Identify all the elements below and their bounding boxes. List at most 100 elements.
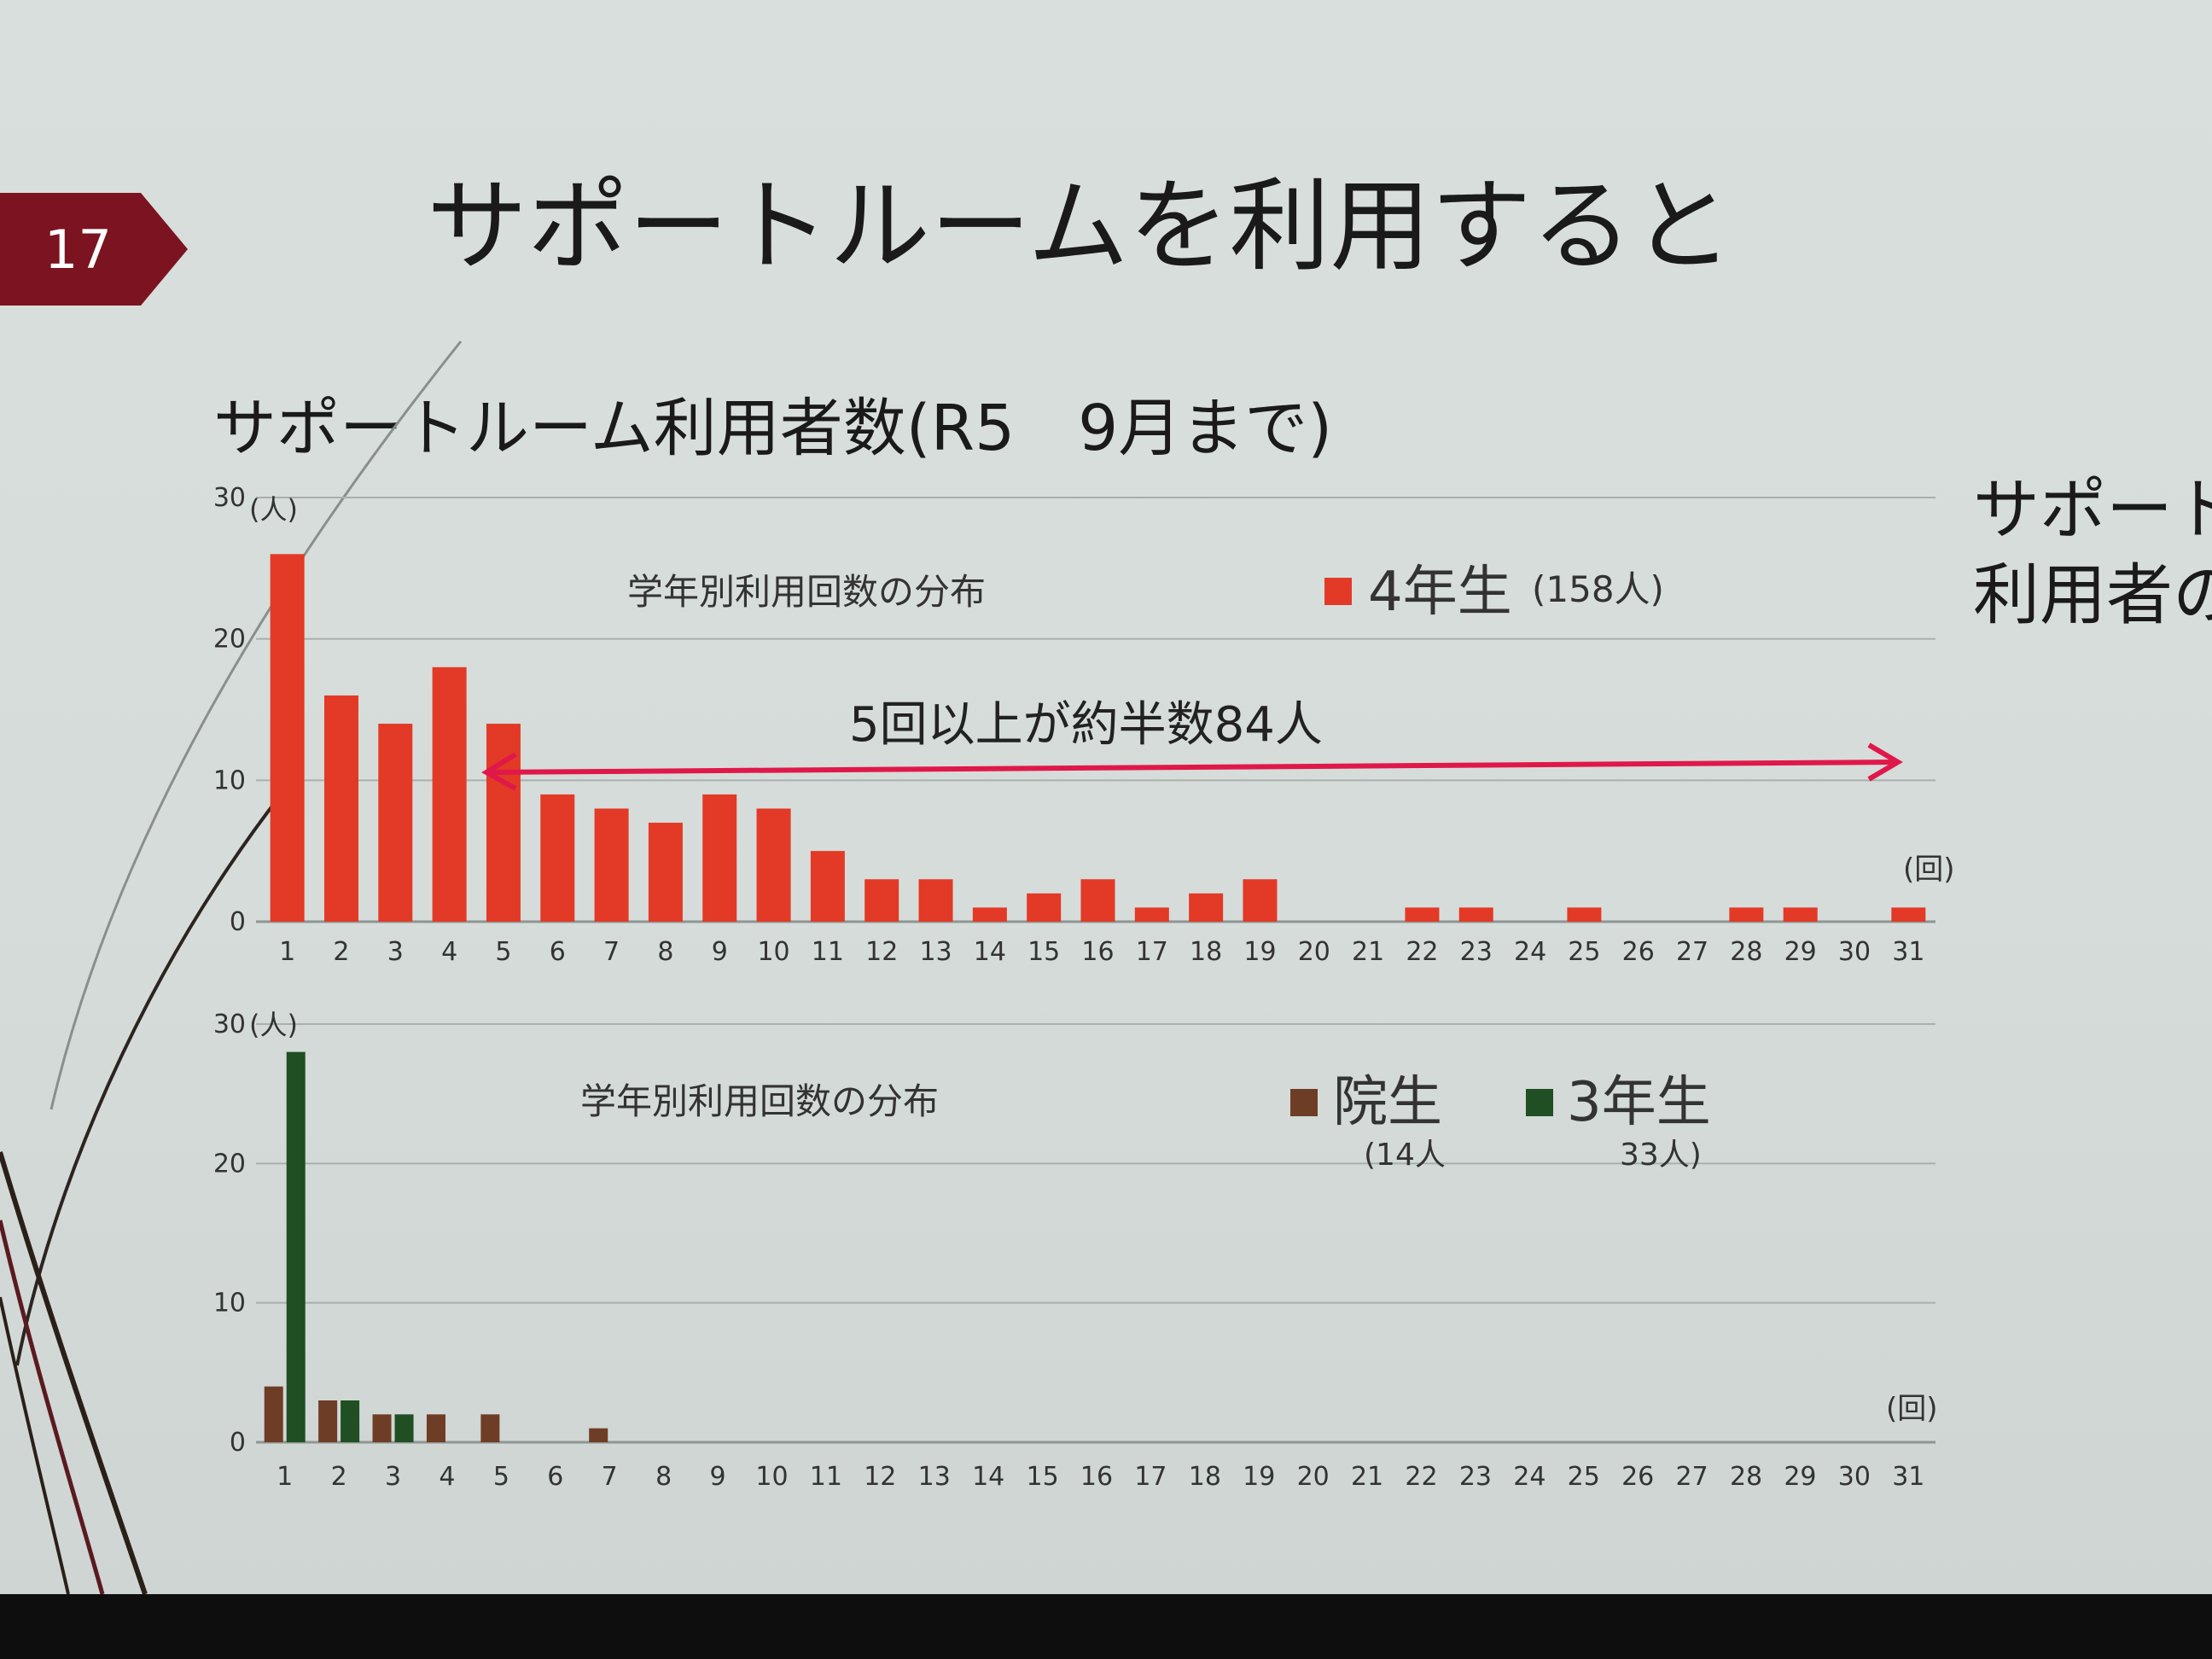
slide-number-badge — [0, 193, 188, 306]
chart2-legend-count-grad: (14人 — [1364, 1138, 1446, 1173]
x-tick-label: 27 — [1676, 1462, 1708, 1492]
bar — [1027, 893, 1062, 922]
bar — [1405, 907, 1440, 922]
bar — [432, 667, 467, 922]
x-tick-label: 27 — [1676, 937, 1708, 967]
y-tick-label: 10 — [213, 765, 246, 795]
x-tick-label: 5 — [495, 937, 511, 967]
x-tick-label: 24 — [1514, 937, 1546, 967]
bar — [480, 1414, 500, 1442]
x-tick-label: 14 — [972, 1462, 1004, 1492]
monitor-bezel — [0, 1594, 2212, 1659]
chart2-y-unit: (人) — [249, 1009, 298, 1041]
bar — [540, 794, 575, 922]
x-tick-label: 25 — [1568, 1462, 1600, 1492]
bar — [702, 794, 737, 922]
arrow-left-head — [481, 752, 517, 791]
x-tick-label: 11 — [810, 1462, 842, 1492]
chart1-y-ticks: 0 10 20 30 — [213, 483, 246, 937]
x-tick-label: 21 — [1352, 937, 1384, 967]
x-tick-label: 4 — [439, 1462, 455, 1492]
x-tick-label: 22 — [1405, 1462, 1437, 1492]
x-tick-label: 10 — [755, 1462, 788, 1492]
bar — [1891, 907, 1926, 922]
bar — [323, 695, 358, 922]
x-tick-label: 15 — [1027, 937, 1060, 967]
y-tick-label: 20 — [213, 1149, 246, 1179]
x-tick-label: 13 — [918, 1462, 951, 1492]
slide-subtitle: サポートルーム利用者数(R5 9月まで) — [213, 392, 1333, 465]
x-tick-label: 12 — [864, 1462, 896, 1492]
x-tick-label: 25 — [1568, 937, 1600, 967]
bar — [341, 1400, 360, 1442]
chart2-legend-label-grad: 院生 — [1333, 1071, 1442, 1134]
x-tick-label: 2 — [333, 937, 349, 967]
x-tick-label: 16 — [1080, 1462, 1113, 1492]
x-tick-label: 26 — [1622, 937, 1655, 967]
x-tick-label: 1 — [279, 937, 295, 967]
x-tick-label: 17 — [1134, 1462, 1167, 1492]
chart1-legend-label: 4年生 — [1368, 561, 1512, 624]
x-tick-label: 8 — [655, 1462, 672, 1492]
chart1-y-unit: (人) — [249, 493, 298, 526]
chart2-title: 学年別利用回数の分布 — [580, 1080, 939, 1122]
x-tick-label: 18 — [1190, 937, 1222, 967]
bar — [810, 851, 845, 922]
y-tick-label: 0 — [230, 1428, 246, 1458]
arrow-right-head — [1867, 742, 1903, 782]
x-tick-label: 19 — [1243, 937, 1276, 967]
chart1-legend-swatch — [1324, 578, 1352, 605]
x-tick-label: 28 — [1730, 1462, 1762, 1492]
x-tick-label: 29 — [1784, 937, 1817, 967]
decorative-curves — [0, 341, 463, 1594]
chart2-x-ticks: 1 2 3 4 5 6 7 8 9 10 11 12 13 14 15 16 17 18 19 20 21 22 23 24 2… — [276, 1462, 1924, 1492]
chart1-x-ticks: 1 2 3 4 5 6 7 8 9 10 11 12 13 14 15 16 17 18 19 20 21 22 23 24 2… — [279, 937, 1924, 967]
bar — [286, 1051, 306, 1442]
bar — [378, 724, 413, 922]
bar — [594, 808, 629, 922]
x-tick-label: 8 — [657, 937, 673, 967]
bar — [270, 554, 305, 922]
x-tick-label: 24 — [1513, 1462, 1545, 1492]
bar — [756, 808, 791, 922]
side-text-line-2: 利用者の — [1973, 557, 2212, 634]
bar — [918, 879, 953, 922]
chart1-annotation-arrow — [481, 742, 1903, 791]
bar — [486, 724, 521, 922]
y-tick-label: 0 — [230, 907, 246, 937]
x-tick-label: 15 — [1026, 1462, 1058, 1492]
x-tick-label: 20 — [1298, 937, 1330, 967]
chart1-x-unit: (回) — [1903, 853, 1955, 887]
x-tick-label: 30 — [1838, 1462, 1871, 1492]
x-tick-label: 9 — [712, 937, 728, 967]
x-tick-label: 29 — [1784, 1462, 1816, 1492]
side-text: サポート 利用者の — [1973, 468, 2212, 638]
bar — [648, 823, 683, 922]
bar — [1134, 907, 1169, 922]
x-tick-label: 31 — [1892, 937, 1924, 967]
x-tick-label: 23 — [1460, 937, 1493, 967]
bar — [972, 907, 1007, 922]
chart2-gridlines — [256, 1023, 1936, 1444]
x-tick-label: 6 — [547, 1462, 563, 1492]
x-tick-label: 17 — [1136, 937, 1168, 967]
bar — [264, 1386, 283, 1442]
bar — [1783, 907, 1818, 922]
x-tick-label: 20 — [1297, 1462, 1330, 1492]
chart2-legend-label-3rd: 3年生 — [1567, 1071, 1711, 1134]
bar — [318, 1400, 338, 1442]
bar — [372, 1414, 392, 1442]
bar — [426, 1414, 445, 1442]
bar — [1458, 907, 1493, 922]
bar — [394, 1414, 414, 1442]
x-tick-label: 3 — [387, 937, 404, 967]
chart2-legend-swatch-3rd — [1526, 1089, 1553, 1116]
x-tick-label: 6 — [550, 937, 566, 967]
x-tick-label: 22 — [1406, 937, 1438, 967]
chart1-title: 学年別利用回数の分布 — [627, 571, 986, 613]
x-tick-label: 4 — [441, 937, 457, 967]
y-tick-label: 20 — [213, 625, 246, 655]
chart2-y-ticks: 0 10 20 30 — [213, 1010, 246, 1458]
